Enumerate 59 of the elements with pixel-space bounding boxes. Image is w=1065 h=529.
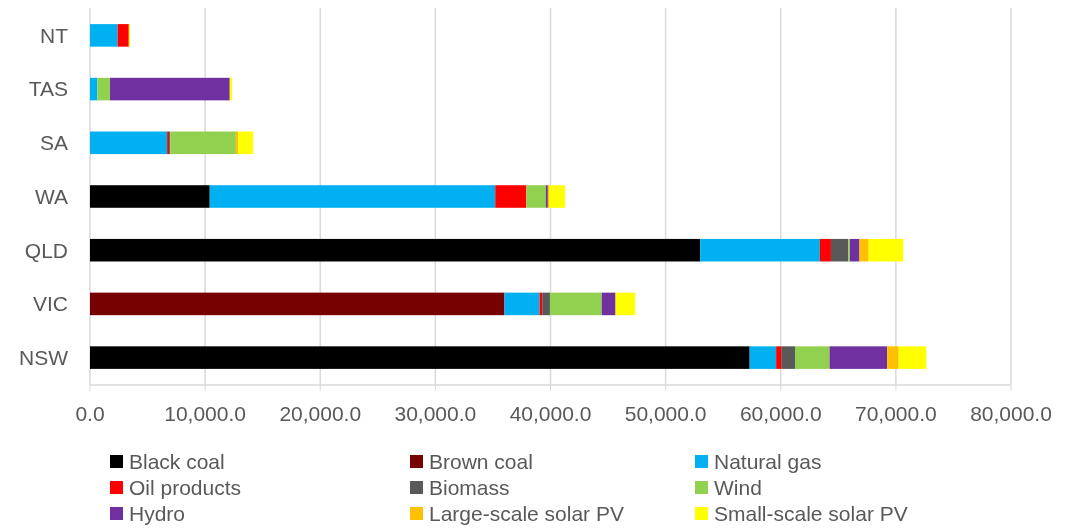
legend-label: Hydro	[129, 502, 186, 526]
bar	[887, 346, 899, 369]
bar	[170, 131, 236, 155]
bar	[749, 346, 777, 369]
bar	[526, 185, 546, 208]
bar	[504, 292, 540, 316]
x-tick-label: 40,000.0	[509, 402, 592, 425]
y-tick-label: SA	[39, 131, 68, 155]
bar	[849, 238, 860, 262]
bar	[542, 292, 550, 316]
bar	[209, 185, 496, 208]
legend-label: Black coal	[129, 450, 225, 474]
bar	[90, 185, 210, 208]
bar	[549, 292, 602, 316]
y-tick-label: WA	[34, 184, 68, 208]
bar	[859, 238, 869, 262]
bar	[495, 185, 527, 208]
bar	[819, 238, 831, 262]
bar	[90, 292, 505, 316]
bar	[549, 185, 566, 208]
y-tick-label: VIC	[32, 292, 68, 316]
y-tick-label: QLD	[24, 238, 68, 262]
bar	[829, 346, 888, 369]
legend-label: Brown coal	[429, 450, 533, 474]
x-tick-label: 70,000.0	[855, 402, 937, 425]
bar	[700, 238, 820, 262]
bar	[601, 292, 616, 316]
legend-label: Large-scale solar PV	[429, 502, 624, 526]
bar	[90, 24, 118, 47]
bar	[90, 131, 168, 155]
bar	[90, 238, 701, 262]
x-tick-label: 30,000.0	[394, 402, 477, 425]
bar	[117, 24, 129, 47]
bar	[868, 238, 904, 262]
bar	[830, 238, 849, 262]
bar	[776, 346, 782, 369]
bar	[90, 346, 750, 369]
x-tick-label: 20,000.0	[279, 402, 362, 425]
y-tick-label: NSW	[19, 345, 69, 369]
x-tick-label: 0.0	[75, 402, 105, 425]
bar	[97, 77, 111, 101]
bar	[795, 346, 830, 369]
x-tick-label: 80,000.0	[970, 402, 1052, 425]
bar	[781, 346, 796, 369]
y-tick-label: TAS	[28, 77, 68, 101]
x-tick-label: 10,000.0	[164, 402, 246, 425]
y-tick-label: NT	[40, 23, 69, 47]
legend-label: Small-scale solar PV	[714, 502, 908, 526]
legend-label: Wind	[714, 476, 762, 500]
x-tick-label: 50,000.0	[624, 402, 707, 425]
bar	[898, 346, 927, 369]
x-tick-label: 60,000.0	[739, 402, 822, 425]
legend-label: Biomass	[429, 476, 510, 500]
legend-label: Oil products	[129, 476, 242, 500]
bar	[238, 131, 254, 155]
bar	[615, 292, 636, 316]
bar	[110, 77, 230, 101]
bar	[90, 77, 98, 101]
legend-label: Natural gas	[714, 450, 822, 474]
